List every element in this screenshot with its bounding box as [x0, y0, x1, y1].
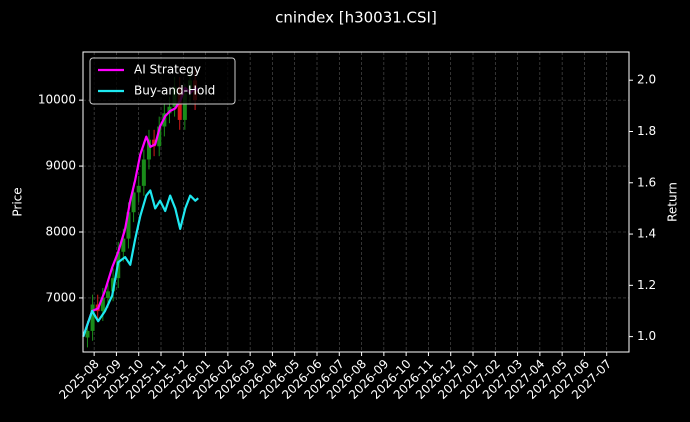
y-tick-label: 10000 [38, 93, 76, 107]
candle-body [146, 139, 151, 160]
y2-tick-label: 1.0 [637, 329, 656, 343]
candle-body [152, 139, 157, 147]
candle-body [136, 185, 141, 193]
y2-axis-label: Return [666, 182, 680, 222]
candle-body [100, 297, 105, 312]
y-tick-label: 8000 [45, 225, 76, 239]
candle-body [105, 291, 110, 298]
candle-body [126, 212, 131, 239]
candle-body [182, 93, 187, 120]
legend-box [89, 57, 236, 105]
candle-body [157, 126, 162, 147]
candle-body [121, 238, 126, 252]
plot-frame [82, 51, 630, 353]
y2-tick-label: 1.4 [637, 227, 656, 241]
candle-body [85, 330, 90, 338]
y2-tick-label: 1.6 [637, 175, 656, 189]
y-axis-label: Price [11, 187, 25, 216]
y-tick-label: 7000 [45, 290, 76, 304]
candle-body [141, 159, 146, 186]
series-line [82, 189, 199, 337]
candle-body [90, 304, 95, 331]
candle-body [131, 192, 136, 213]
chart-title: cnindex [h30031.CSI] [275, 9, 437, 27]
y2-tick-label: 1.2 [637, 278, 656, 292]
y-tick-label: 9000 [45, 159, 76, 173]
candle-body [167, 106, 172, 114]
legend-label: Buy-and-Hold [134, 84, 215, 98]
legend-label: AI Strategy [134, 63, 201, 77]
y2-tick-label: 2.0 [637, 73, 656, 87]
y2-tick-label: 1.8 [637, 124, 656, 138]
